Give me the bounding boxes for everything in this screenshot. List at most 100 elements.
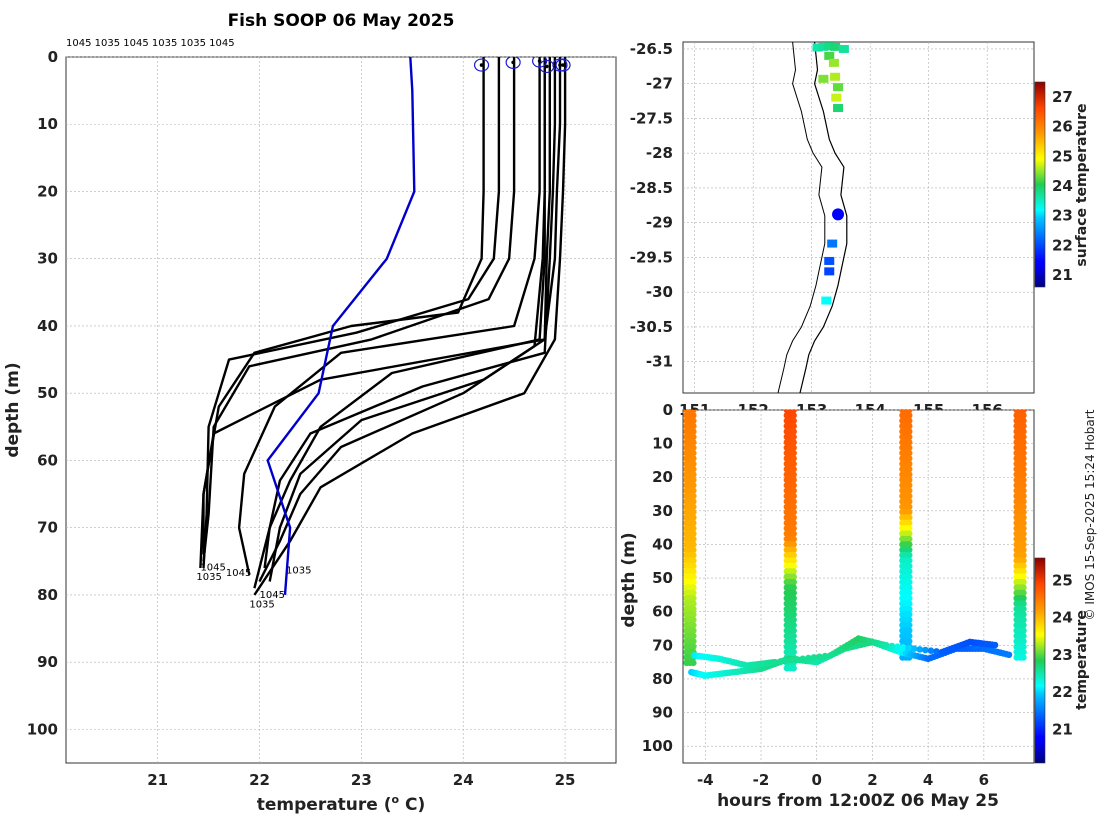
section-point [690, 611, 697, 618]
map-y-ticks: -26.5 -27 -27.5 -28 -28.5 -29 -29.5 -30 -30.5 -31 [630, 40, 673, 371]
section-point [905, 621, 913, 629]
section-point [905, 412, 913, 419]
section-point [790, 465, 797, 473]
section-point [790, 433, 797, 441]
profile-y-tick-label: 10 [37, 115, 58, 133]
section-x-tick-label: 0 [811, 771, 821, 789]
map-colorbar-tick: 24 [1052, 177, 1073, 195]
section-point [1020, 568, 1027, 575]
map-y-tick-label: -26.5 [630, 40, 673, 58]
section-point [690, 616, 697, 624]
section-point [690, 492, 697, 500]
surface-marker-dot [561, 63, 565, 67]
section-point [1020, 578, 1027, 586]
section-point [690, 541, 697, 548]
section-point [1020, 621, 1027, 629]
section-trace-point [894, 643, 901, 650]
section-point [690, 460, 697, 468]
section-y-tick-label: 50 [652, 569, 673, 587]
sst-cell [818, 74, 829, 83]
map-y-tick-label: -31 [646, 353, 673, 371]
profile-x-tick-label: 23 [351, 771, 372, 789]
surface-marker [555, 58, 571, 72]
section-point [790, 508, 797, 516]
section-point [790, 568, 797, 575]
section-y-tick-label: 90 [652, 704, 673, 722]
section-point [790, 535, 797, 543]
section-point [905, 616, 913, 624]
map-colorbar-tick: 25 [1052, 147, 1073, 165]
map-frame [682, 41, 1035, 394]
section-colorbar-label: temperature [1074, 610, 1090, 710]
section-point [690, 557, 697, 564]
section-point [790, 530, 797, 538]
section-point [690, 422, 697, 430]
section-point [1020, 492, 1027, 500]
section-point [905, 455, 913, 462]
section-point [690, 568, 697, 575]
sst-cell [812, 43, 823, 52]
profile-y-tick-label: 70 [37, 519, 58, 537]
section-trace-point [821, 652, 829, 660]
section-point [790, 643, 797, 650]
section-point [1020, 616, 1027, 624]
section-x-tick-label: 2 [867, 771, 877, 789]
section-colorbar-tick: 23 [1052, 646, 1073, 664]
map-y-tick-label: -27 [646, 75, 673, 93]
section-trace-point [788, 656, 795, 664]
section-point [1020, 589, 1027, 597]
map-y-tick-label: -30.5 [630, 318, 673, 336]
section-point [1020, 471, 1027, 478]
section-point [790, 525, 797, 532]
profile-x-tick-label: 21 [147, 771, 168, 789]
sst-cell [833, 83, 844, 92]
section-point [1020, 627, 1027, 634]
section-trace-point [991, 641, 999, 649]
section-trace-point [1005, 651, 1013, 659]
profile-y-tick-label: 20 [37, 182, 58, 200]
section-point [905, 422, 913, 430]
profile-y-tick-label: 60 [37, 451, 58, 469]
section-y-tick-label: 0 [663, 401, 673, 419]
section-point [790, 557, 797, 564]
section-point [1020, 654, 1027, 661]
section-point [690, 659, 697, 667]
section-point [905, 503, 913, 511]
section-point [690, 589, 697, 597]
section-point [790, 551, 797, 559]
section-point [790, 422, 797, 430]
section-point [790, 482, 797, 489]
section-point [790, 616, 797, 624]
section-point [905, 514, 913, 521]
map-colorbar-tick: 27 [1052, 88, 1073, 106]
profile-line [202, 57, 516, 562]
section-trace-point [771, 658, 779, 666]
sst-cell [828, 58, 839, 67]
section-point [905, 530, 913, 538]
map-y-tick-label: -28 [646, 144, 673, 162]
section-point [905, 498, 913, 505]
section-colorbar-tick: 22 [1052, 683, 1073, 701]
profile-grid [66, 56, 616, 763]
section-point [790, 621, 797, 629]
section-point [1020, 637, 1027, 645]
section-point [690, 584, 697, 591]
section-point [905, 551, 913, 559]
coastline-inner [777, 42, 826, 393]
section-point [905, 410, 913, 414]
section-x-tick-label: 4 [923, 771, 933, 789]
section-point [1020, 449, 1027, 457]
section-point [690, 551, 697, 559]
section-point [690, 438, 697, 446]
section-point [1020, 508, 1027, 516]
section-point [690, 535, 697, 543]
section-point [1020, 562, 1027, 570]
map-y-tick-label: -30 [646, 283, 673, 301]
profile-x-tick-label: 24 [453, 771, 474, 789]
section-point [690, 465, 697, 473]
sst-cell [824, 256, 835, 265]
profile-line [268, 57, 546, 582]
sst-cell [833, 104, 844, 113]
